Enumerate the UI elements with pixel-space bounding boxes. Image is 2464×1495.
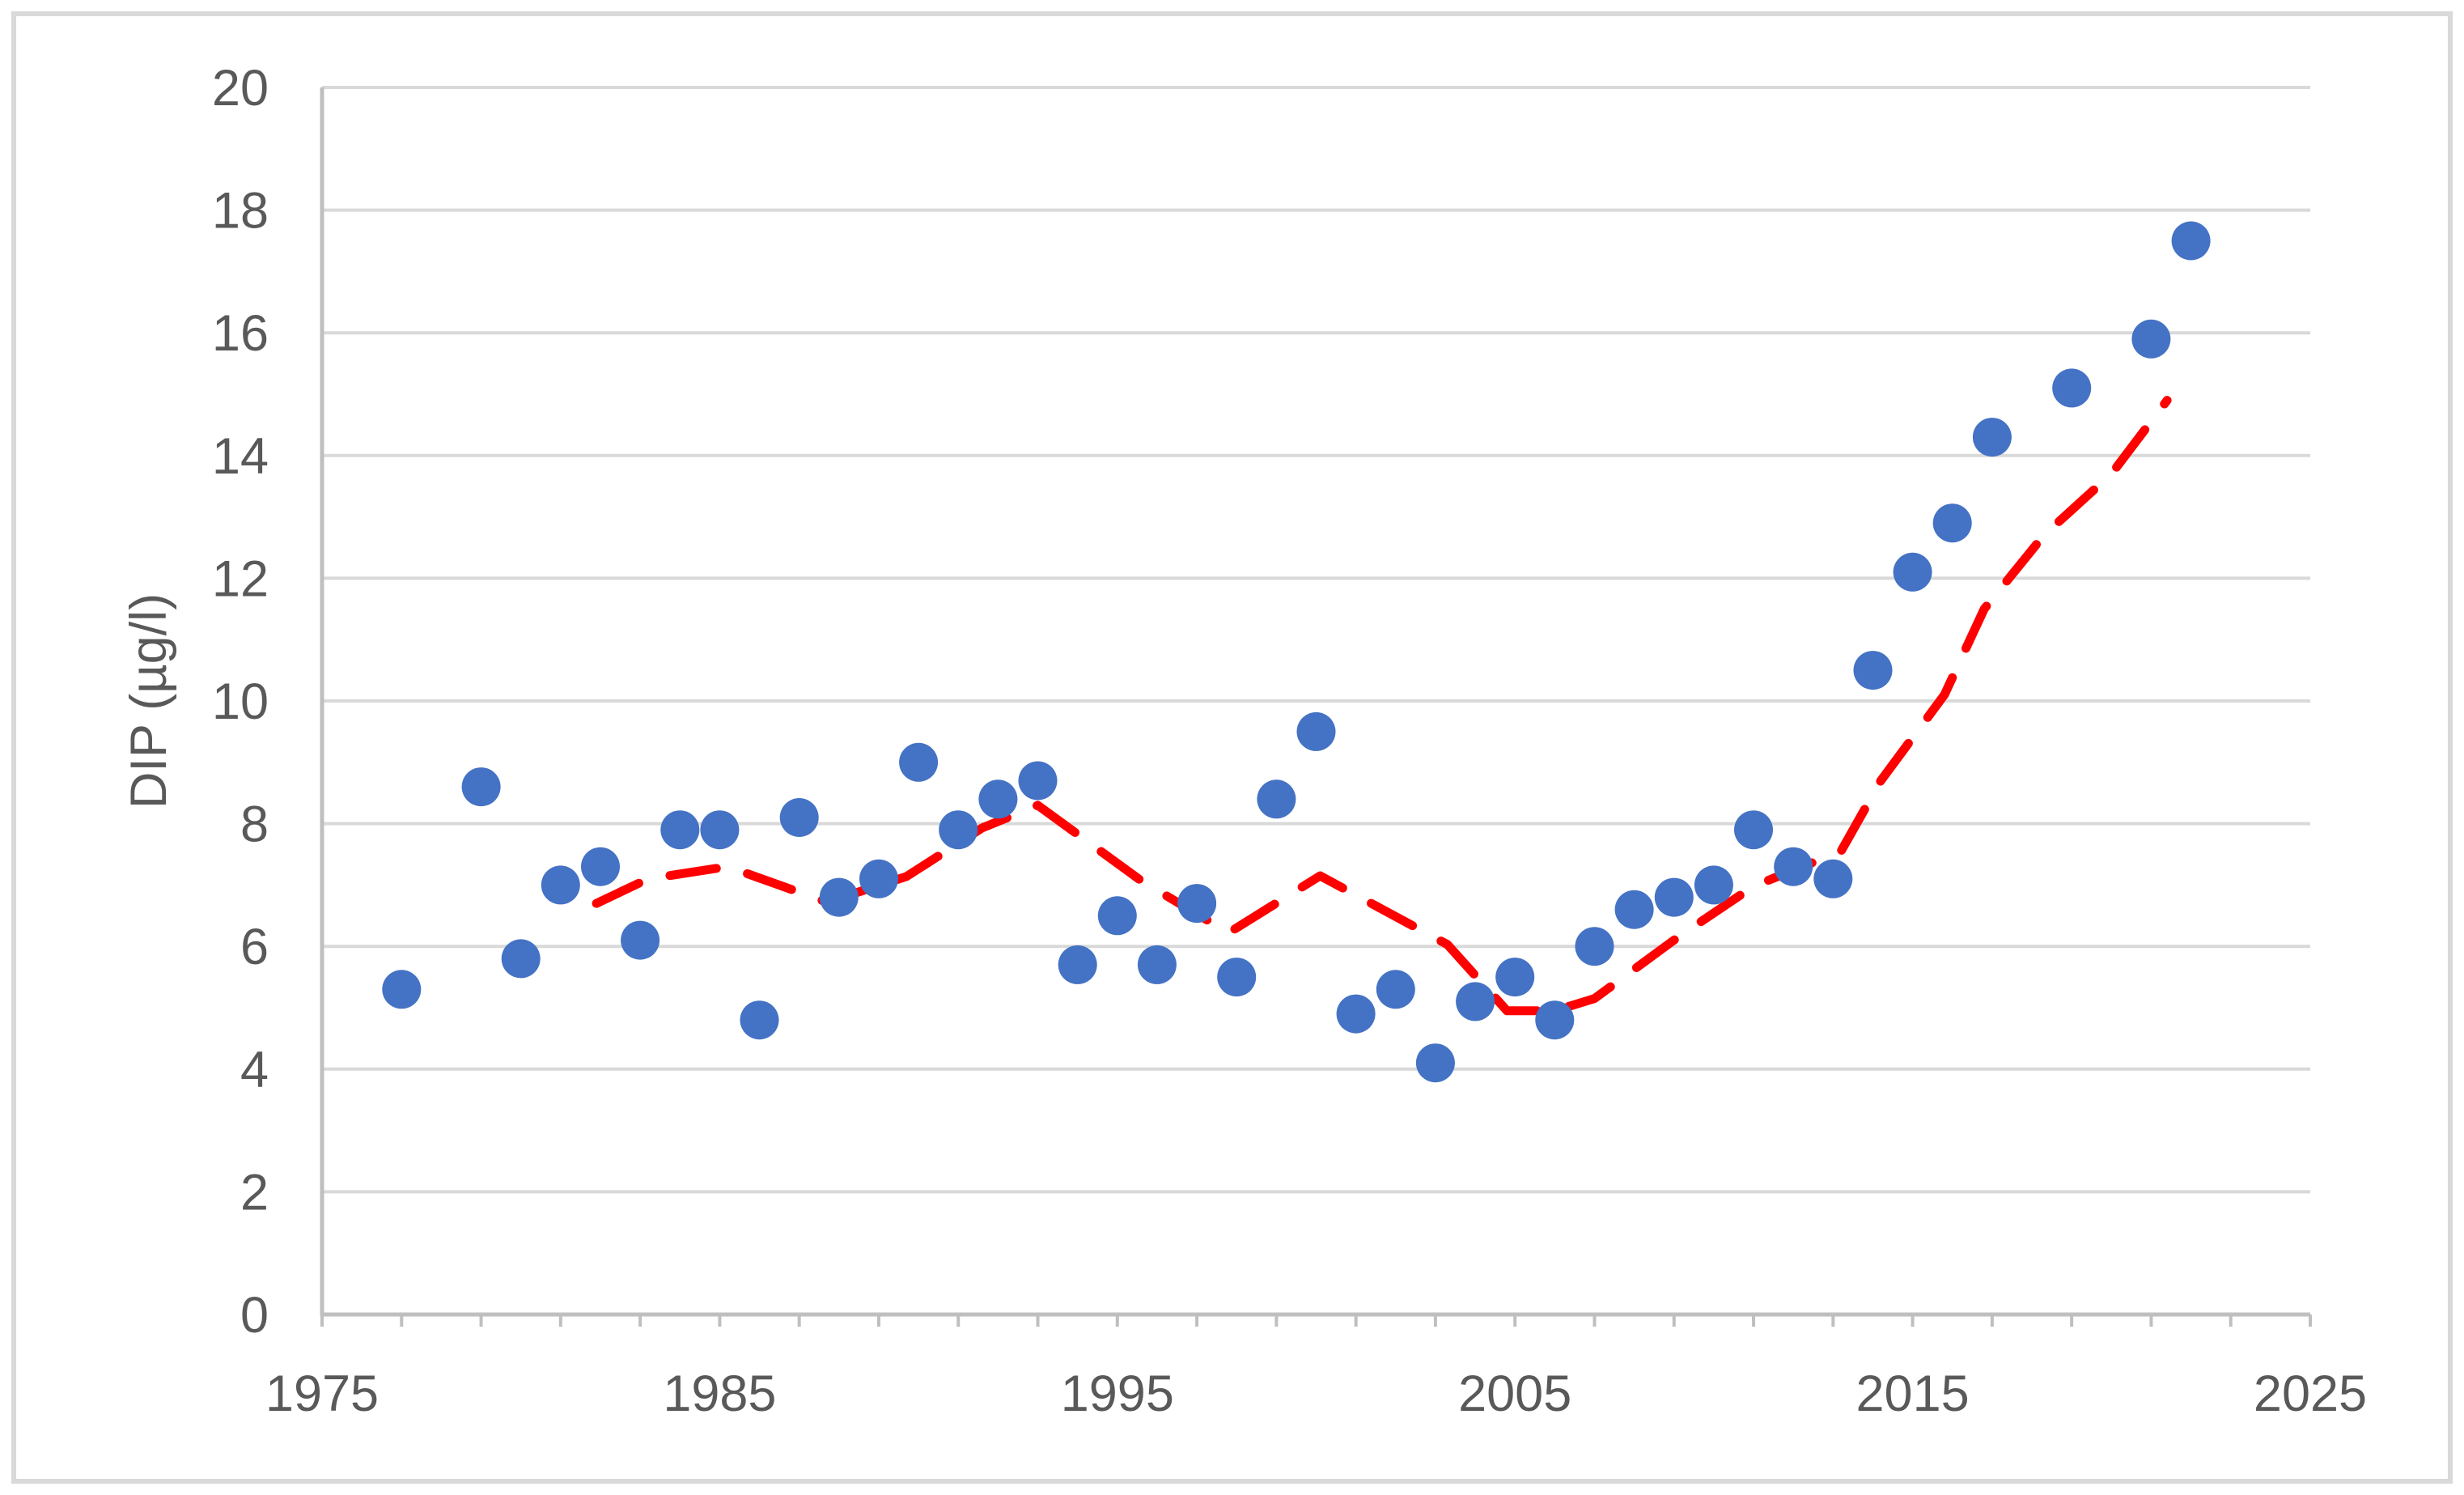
data-point-1989 xyxy=(859,859,898,898)
x-tick-label-2015: 2015 xyxy=(1856,1365,1970,1422)
data-point-1994 xyxy=(1058,945,1097,984)
data-point-2021 xyxy=(2131,319,2171,359)
data-point-2003 xyxy=(1415,1043,1455,1083)
data-point-2009 xyxy=(1654,877,1694,917)
x-tick-label-1995: 1995 xyxy=(1061,1365,1174,1422)
data-point-1980 xyxy=(501,939,541,979)
data-point-1999 xyxy=(1257,779,1296,819)
data-point-2005 xyxy=(1495,958,1535,997)
data-point-1996 xyxy=(1137,945,1177,984)
data-point-2004 xyxy=(1456,982,1495,1021)
data-point-2002 xyxy=(1376,970,1415,1009)
data-point-1990 xyxy=(899,742,939,782)
data-point-1985 xyxy=(700,810,740,850)
data-point-2001 xyxy=(1336,994,1376,1034)
data-point-1977 xyxy=(382,970,422,1009)
data-point-2007 xyxy=(1575,927,1614,966)
x-tick-label-2025: 2025 xyxy=(2254,1365,2367,1422)
data-points xyxy=(382,221,2211,1083)
y-tick-label-18: 18 xyxy=(212,183,269,240)
x-tick-label-1975: 1975 xyxy=(265,1365,379,1422)
data-point-2016 xyxy=(1932,503,1972,543)
data-point-2008 xyxy=(1614,890,1654,929)
data-point-1979 xyxy=(461,767,501,807)
data-point-1992 xyxy=(978,779,1018,819)
data-point-1991 xyxy=(939,810,978,850)
data-point-1981 xyxy=(541,865,580,905)
data-point-1982 xyxy=(581,847,620,886)
data-point-2015 xyxy=(1893,552,1932,592)
x-tick-label-2005: 2005 xyxy=(1458,1365,1571,1422)
data-point-2006 xyxy=(1535,1000,1575,1040)
data-point-2022 xyxy=(2171,221,2211,261)
data-point-1998 xyxy=(1217,958,1257,997)
y-tick-label-8: 8 xyxy=(240,796,269,853)
x-tick-labels: 1975 1985 1995 2005 2015 2025 xyxy=(265,1365,2367,1422)
data-point-2014 xyxy=(1853,651,1893,690)
data-point-2000 xyxy=(1296,711,1336,751)
data-point-2013 xyxy=(1813,859,1853,898)
data-point-1995 xyxy=(1097,896,1137,936)
y-tick-label-0: 0 xyxy=(240,1287,269,1344)
data-point-1987 xyxy=(779,798,819,837)
chart-frame-border xyxy=(11,11,2453,1484)
y-tick-label-2: 2 xyxy=(240,1164,269,1221)
gridlines xyxy=(322,86,2310,1194)
data-point-2017 xyxy=(1972,418,2012,457)
data-point-2019 xyxy=(2052,368,2092,408)
y-tick-label-14: 14 xyxy=(212,428,269,485)
data-point-2011 xyxy=(1734,810,1773,850)
data-point-1986 xyxy=(740,1000,779,1040)
data-point-2012 xyxy=(1774,847,1813,886)
trend-line-path xyxy=(592,396,2172,1016)
data-point-1993 xyxy=(1018,761,1058,801)
axes xyxy=(320,87,2312,1327)
x-tick-label-1985: 1985 xyxy=(663,1365,776,1422)
data-point-1988 xyxy=(819,877,859,917)
y-axis-title: DIP (µg/l) xyxy=(121,593,177,809)
data-point-1983 xyxy=(621,920,660,960)
y-tick-label-4: 4 xyxy=(240,1042,269,1098)
y-tick-label-20: 20 xyxy=(212,60,269,117)
y-tick-label-6: 6 xyxy=(240,919,269,975)
data-point-2010 xyxy=(1694,865,1733,905)
data-point-1984 xyxy=(660,810,700,850)
y-tick-label-12: 12 xyxy=(212,550,269,607)
data-point-1997 xyxy=(1177,884,1217,924)
y-tick-label-16: 16 xyxy=(212,305,269,362)
y-tick-labels: 0 2 4 6 8 10 12 14 16 18 20 xyxy=(212,60,269,1344)
y-tick-label-10: 10 xyxy=(212,673,269,730)
